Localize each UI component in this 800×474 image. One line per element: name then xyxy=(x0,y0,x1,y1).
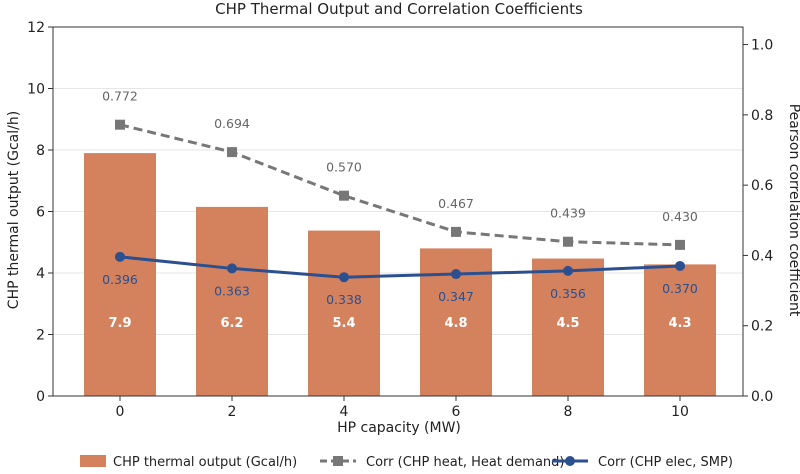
series-1-point-5 xyxy=(675,260,685,271)
bar-1 xyxy=(196,206,268,396)
series-0-point-5 xyxy=(675,239,685,250)
left-tick-label-4: 8 xyxy=(36,143,45,159)
bars xyxy=(84,153,716,396)
left-tick-label-6: 12 xyxy=(27,20,45,36)
series-0-value-label-4: 0.439 xyxy=(550,206,586,221)
bar-2 xyxy=(308,230,380,396)
series-1-value-label-3: 0.347 xyxy=(438,289,474,304)
series-0-point-0 xyxy=(115,119,125,130)
grid xyxy=(53,26,743,397)
legend-label-heat: Corr (CHP heat, Heat demand) xyxy=(366,455,565,470)
legend-marker-heat xyxy=(333,456,343,466)
bar-value-label-1: 6.2 xyxy=(220,316,243,331)
legend-label-elec: Corr (CHP elec, SMP) xyxy=(598,455,733,470)
right-tick-label-4: 0.8 xyxy=(751,108,773,124)
x-tick-label-1: 2 xyxy=(228,404,237,420)
series-1-value-label-1: 0.363 xyxy=(214,283,250,298)
series-0-value-label-0: 0.772 xyxy=(102,89,138,104)
legend: CHP thermal output (Gcal/h) Corr (CHP he… xyxy=(80,455,733,470)
bar-value-label-4: 4.5 xyxy=(556,316,579,331)
series-1-value-label-0: 0.396 xyxy=(102,272,138,287)
chart-title: CHP Thermal Output and Correlation Coeff… xyxy=(215,0,583,18)
left-tick-label-0: 0 xyxy=(36,389,45,405)
legend-swatch-bars xyxy=(80,455,106,467)
series-1-value-label-4: 0.356 xyxy=(550,286,586,301)
left-tick-label-2: 4 xyxy=(36,266,45,282)
lines xyxy=(115,119,685,283)
bar-value-label-2: 5.4 xyxy=(332,316,355,331)
series-1-point-3 xyxy=(451,269,461,280)
x-tick-label-4: 8 xyxy=(564,404,573,420)
right-tick-label-5: 1.0 xyxy=(751,38,773,54)
x-axis-label: HP capacity (MW) xyxy=(337,420,461,436)
series-1-point-2 xyxy=(339,272,349,283)
series-0-value-label-1: 0.694 xyxy=(214,116,250,131)
x-tick-label-5: 10 xyxy=(671,404,689,420)
left-tick-label-5: 10 xyxy=(27,82,45,98)
legend-marker-elec xyxy=(565,456,575,466)
series-0-value-label-5: 0.430 xyxy=(662,209,698,224)
series-1-value-label-2: 0.338 xyxy=(326,292,362,307)
bar-value-label-3: 4.8 xyxy=(444,316,467,331)
right-axis-label: Pearson correlation coefficient xyxy=(786,104,800,317)
bar-0 xyxy=(84,153,156,396)
left-tick-label-3: 6 xyxy=(36,205,45,221)
left-tick-label-1: 2 xyxy=(36,328,45,344)
series-0-point-3 xyxy=(451,226,461,237)
x-tick-label-2: 4 xyxy=(340,404,349,420)
legend-label-bars: CHP thermal output (Gcal/h) xyxy=(113,455,297,470)
series-0-point-2 xyxy=(339,190,349,201)
right-tick-label-2: 0.4 xyxy=(751,248,773,264)
axes: 0 2 4 6 8 10 12 0.0 0.2 0.4 0.6 0.8 1.0 0 2 4 6 8 10 xyxy=(27,20,773,420)
series-0-point-4 xyxy=(563,236,573,247)
data-labels: 7.9 6.2 5.4 4.8 4.5 4.3 0.772 0.694 0.570 0.467 0.… xyxy=(102,89,698,331)
x-tick-label-0: 0 xyxy=(116,404,125,420)
series-1-point-1 xyxy=(227,263,237,274)
right-tick-label-0: 0.0 xyxy=(751,389,773,405)
series-1-point-4 xyxy=(563,265,573,276)
bar-5 xyxy=(644,264,716,396)
bar-value-label-5: 4.3 xyxy=(668,316,691,331)
x-tick-label-3: 6 xyxy=(452,404,461,420)
right-tick-label-3: 0.6 xyxy=(751,178,773,194)
series-0-value-label-2: 0.570 xyxy=(326,160,362,175)
series-1-point-0 xyxy=(115,251,125,262)
left-axis-label: CHP thermal output (Gcal/h) xyxy=(6,111,22,309)
series-0-point-1 xyxy=(227,147,237,158)
bar-4 xyxy=(532,258,604,396)
bar-value-label-0: 7.9 xyxy=(108,316,131,331)
series-line-1 xyxy=(119,255,681,279)
series-0-value-label-3: 0.467 xyxy=(438,196,474,211)
right-tick-label-1: 0.2 xyxy=(751,319,773,335)
series-1-value-label-5: 0.370 xyxy=(662,281,698,296)
series-line-0 xyxy=(119,123,681,247)
